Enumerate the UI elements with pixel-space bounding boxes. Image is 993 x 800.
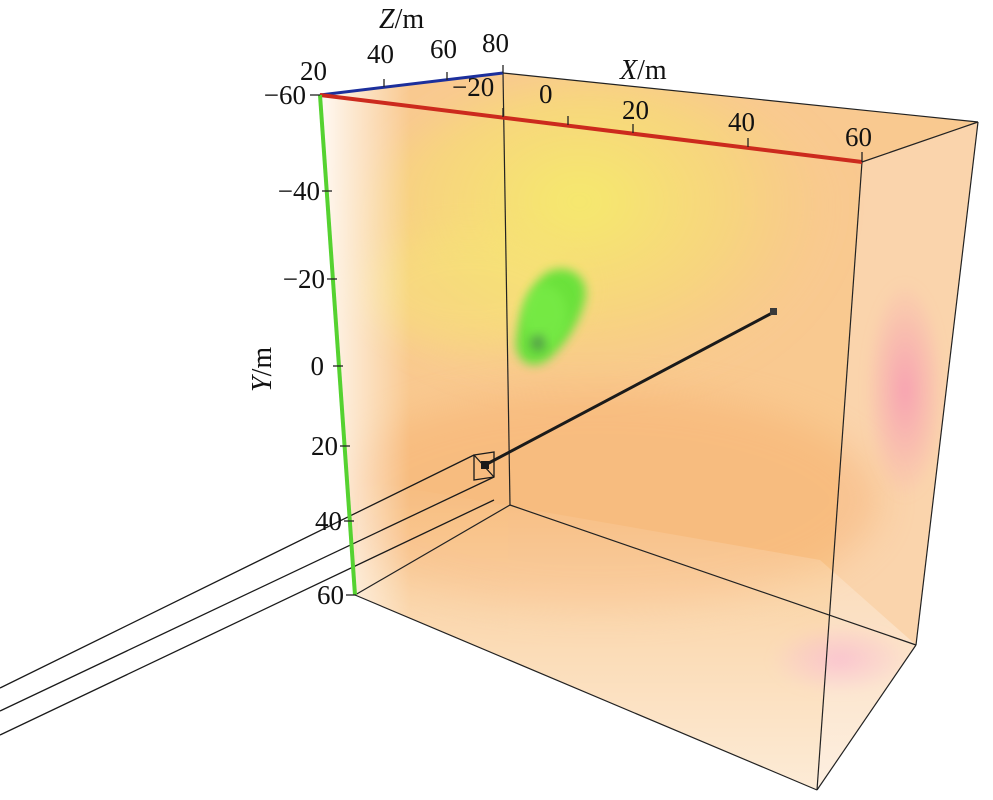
bottom-right-edge — [816, 644, 917, 791]
box-frame — [354, 72, 979, 791]
x-axis-line — [319, 93, 863, 164]
side-right-edge — [915, 121, 979, 646]
z-axis-line — [319, 71, 504, 97]
front-right-edge — [816, 161, 863, 791]
back-bottom-edge-left — [354, 504, 511, 596]
y-axis-title: Y/m — [247, 347, 278, 392]
y-tick-label: 40 — [315, 506, 342, 536]
borehole — [481, 308, 777, 469]
back-vertical-edge — [502, 72, 511, 506]
pink-patch-right — [865, 280, 945, 500]
y-tick-label: −40 — [278, 176, 320, 206]
x-axis-title: X/m — [619, 55, 667, 86]
z-tick-label: 60 — [430, 34, 457, 64]
x-tick-label: 60 — [845, 122, 872, 152]
z-tick-labels: 20 40 60 80 — [300, 28, 509, 86]
borehole-end-marker — [770, 308, 777, 315]
x-tick-label: 20 — [622, 95, 649, 125]
y-tick-labels: −60 −40 −20 0 20 40 60 — [264, 80, 344, 610]
back-bottom-edge-right — [509, 504, 917, 646]
axes — [318, 71, 863, 596]
green-anomaly — [515, 268, 586, 365]
front-bottom-edge — [354, 594, 818, 791]
y-tick-label: −60 — [264, 80, 306, 110]
z-axis-title: Z/m — [379, 4, 424, 35]
tick-marks — [310, 65, 863, 596]
x-tick-label: 40 — [728, 107, 755, 137]
z-tick-label: 20 — [300, 56, 327, 86]
x-tick-labels: −20 0 20 40 60 — [452, 72, 872, 152]
y-tick-label: 60 — [317, 580, 344, 610]
y-axis-line — [318, 94, 357, 596]
y-tick-label: −20 — [283, 264, 325, 294]
y-tick-label: 20 — [311, 431, 338, 461]
borehole-start-marker — [481, 461, 489, 469]
yellow-glow — [340, 80, 860, 460]
x-tick-label: 0 — [539, 79, 553, 109]
z-tick-label: 80 — [482, 28, 509, 58]
back-top-edge — [502, 72, 979, 123]
top-right-edge — [861, 121, 979, 163]
volume-field — [320, 73, 978, 790]
y-tick-label: 0 — [311, 351, 325, 381]
tunnel — [0, 451, 495, 736]
x-tick-label: −20 — [452, 72, 494, 102]
z-tick-label: 40 — [367, 39, 394, 69]
